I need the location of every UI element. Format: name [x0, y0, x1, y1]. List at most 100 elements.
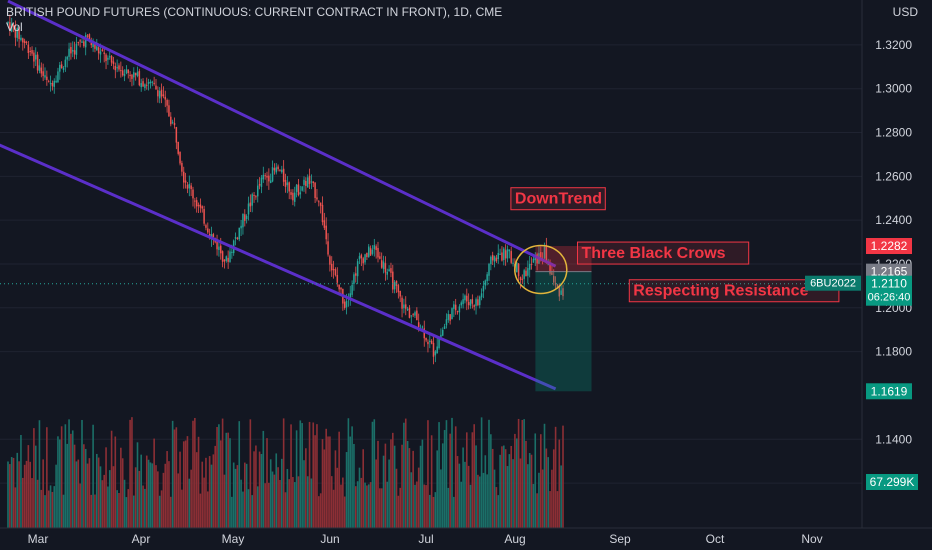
volume-bar: [462, 447, 464, 528]
volume-bar: [73, 444, 76, 528]
candle-body: [110, 56, 113, 63]
candle-body: [179, 151, 181, 164]
volume-bar: [549, 491, 551, 528]
candle-body: [44, 75, 46, 78]
volume-bar: [414, 484, 416, 528]
candle-body: [25, 41, 28, 43]
volume-bar: [195, 452, 198, 528]
candle-body: [497, 252, 499, 260]
candle-body: [62, 67, 65, 70]
candle-body: [540, 252, 542, 258]
y-tick-label: 1.2400: [875, 213, 912, 227]
candle-body: [116, 67, 118, 69]
y-tick-label: 1.1800: [875, 345, 912, 359]
candle-body: [305, 180, 307, 186]
candle-body: [488, 263, 490, 276]
countdown-text: 06:26:40: [868, 292, 911, 304]
candle-body: [55, 80, 57, 83]
volume-bar: [249, 419, 252, 528]
volume-bar: [221, 418, 224, 528]
candle-body: [46, 76, 48, 81]
candle-body: [244, 214, 246, 221]
volume-bar: [369, 482, 372, 528]
candle-body: [77, 42, 80, 44]
volume-bar: [375, 459, 377, 528]
volume-bar: [142, 485, 144, 528]
candle-body: [458, 306, 461, 313]
candle-body: [434, 351, 437, 356]
candle-body: [282, 168, 285, 182]
candle-body: [88, 34, 91, 42]
candle-body: [299, 192, 302, 195]
volume-bar: [171, 420, 174, 528]
y-tick-label: 1.2600: [875, 169, 912, 183]
candle-body: [325, 225, 327, 240]
volume-bar: [125, 497, 128, 528]
candle-body: [49, 82, 52, 85]
volume-bar: [88, 458, 91, 528]
candle-body: [7, 22, 9, 24]
volume-bar: [534, 433, 537, 528]
candle-body: [510, 251, 512, 263]
candle-body: [271, 167, 274, 182]
volume-bar: [401, 444, 403, 528]
volume-bar: [338, 431, 340, 528]
candle-body: [118, 65, 120, 70]
volume-bar: [325, 428, 327, 528]
candle-body: [92, 42, 94, 48]
volume-bar: [210, 464, 213, 528]
candle-body: [229, 251, 231, 262]
volume-bar: [271, 471, 274, 528]
candle-body: [144, 84, 146, 88]
candle-body: [316, 197, 318, 200]
candle-body: [53, 80, 55, 87]
volume-bar: [173, 429, 176, 528]
y-tick-label: 1.3000: [875, 82, 912, 96]
volume-bar: [525, 440, 527, 528]
volume-bar: [408, 448, 411, 528]
volume-bar: [134, 467, 137, 528]
candle-body: [340, 287, 342, 290]
candle-body: [234, 236, 237, 239]
volume-bar: [225, 432, 228, 528]
volume-bar: [551, 469, 553, 528]
candle-body: [97, 47, 100, 54]
candle-body: [184, 180, 187, 183]
volume-bar: [86, 463, 89, 528]
x-tick-label: May: [222, 532, 245, 546]
volume-bar: [475, 445, 477, 528]
volume-bar: [543, 423, 546, 528]
volume-bar: [31, 478, 33, 528]
candle-body: [275, 167, 277, 173]
candle-body: [295, 184, 298, 192]
candle-body: [133, 72, 135, 78]
volume-bar: [182, 441, 185, 528]
volume-bar: [364, 482, 366, 528]
candle-body: [129, 74, 131, 77]
volume-bar: [438, 422, 440, 528]
candle-body: [173, 122, 176, 126]
candle-body: [399, 290, 401, 297]
candle-body: [134, 73, 137, 76]
volume-bar: [547, 457, 549, 528]
volume-bar: [486, 474, 488, 528]
volume-bar: [528, 452, 531, 528]
candle-body: [286, 182, 289, 186]
volume-bar: [64, 424, 67, 528]
candle-body: [177, 141, 179, 154]
candle-body: [27, 44, 30, 54]
candle-body: [445, 319, 448, 326]
volume-bar: [219, 440, 222, 528]
annotation-box: [577, 241, 750, 265]
candle-body: [301, 186, 303, 191]
candle-body: [138, 70, 141, 86]
position-target-zone: [535, 271, 592, 392]
volume-bar: [360, 477, 363, 528]
volume-bar: [334, 450, 337, 528]
volume-bar: [397, 495, 400, 528]
candle-body: [268, 175, 270, 182]
volume-indicator-label[interactable]: Vol: [6, 20, 23, 34]
volume-bar: [358, 467, 361, 528]
candle-body: [218, 246, 220, 251]
